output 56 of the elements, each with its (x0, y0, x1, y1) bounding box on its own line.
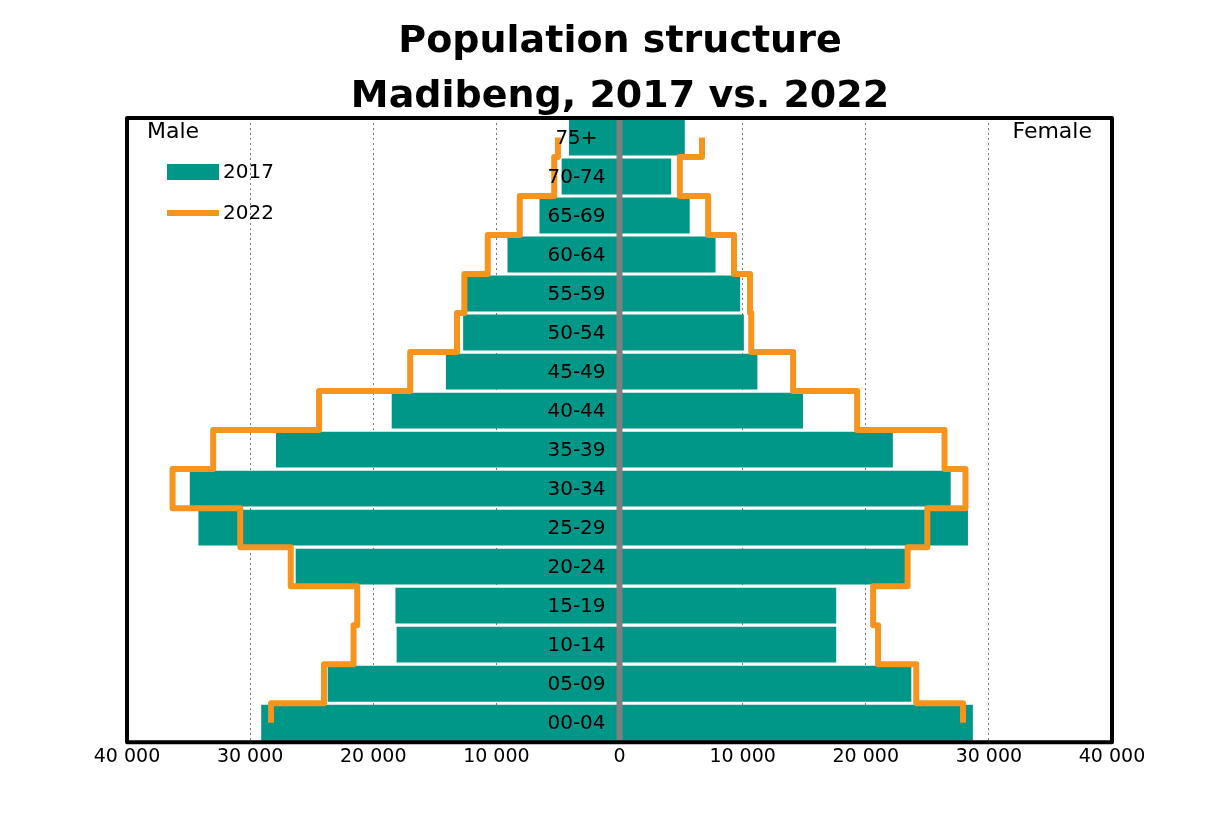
y-tick-label: 55-59 (547, 280, 606, 305)
bar (620, 314, 744, 351)
bar (189, 470, 619, 507)
bar (466, 275, 619, 312)
legend-label: 2022 (223, 200, 274, 225)
bar (261, 704, 619, 741)
bar (620, 587, 837, 624)
bar (620, 704, 973, 741)
bar (198, 509, 619, 546)
y-tick-label: 10-14 (547, 631, 606, 656)
x-tick-label: 20 000 (832, 743, 899, 766)
x-tick-label: 40 000 (1078, 743, 1146, 766)
bar (620, 158, 672, 195)
y-tick-label: 60-64 (547, 241, 606, 266)
x-tick-label: 0 (613, 743, 626, 766)
bar (295, 548, 619, 585)
bar (275, 431, 619, 468)
bar (620, 626, 837, 663)
bar (620, 548, 906, 585)
bar (396, 626, 619, 663)
bar (620, 119, 685, 156)
x-tick-label: 10 000 (709, 743, 776, 766)
x-tick-label: 40 000 (93, 743, 161, 766)
chart-title: Population structure Madibeng, 2017 vs. 2022 (350, 17, 890, 116)
legend-label: 2017 (223, 159, 274, 184)
bar (620, 470, 951, 507)
bar (620, 275, 741, 312)
annotation: Female (1012, 118, 1092, 143)
bar (620, 236, 716, 273)
bar (445, 353, 619, 390)
bar (395, 587, 619, 624)
y-tick-label: 25-29 (547, 514, 606, 539)
y-tick-label: 40-44 (547, 397, 606, 422)
y-tick-label: 45-49 (547, 358, 606, 383)
bar (620, 353, 758, 390)
y-tick-label: 50-54 (547, 319, 606, 344)
x-tick-label: 30 000 (216, 743, 284, 766)
bar (327, 665, 619, 702)
bar (620, 509, 968, 546)
x-tick-label: 20 000 (340, 743, 407, 766)
bar (620, 665, 912, 702)
bar (620, 392, 803, 429)
x-tick-label: 10 000 (463, 743, 530, 766)
y-tick-label: 65-69 (547, 202, 606, 227)
bar (620, 197, 690, 234)
bar (463, 314, 619, 351)
x-tick-label: 30 000 (955, 743, 1023, 766)
y-tick-label: 00-04 (547, 709, 606, 734)
bar (620, 431, 893, 468)
annotation: Male (147, 118, 200, 143)
y-tick-label: 05-09 (547, 670, 606, 695)
y-tick-label: 20-24 (547, 553, 606, 578)
y-tick-label: 35-39 (547, 436, 606, 461)
y-tick-label: 30-34 (547, 475, 606, 500)
y-tick-label: 15-19 (547, 592, 606, 617)
bar (391, 392, 619, 429)
